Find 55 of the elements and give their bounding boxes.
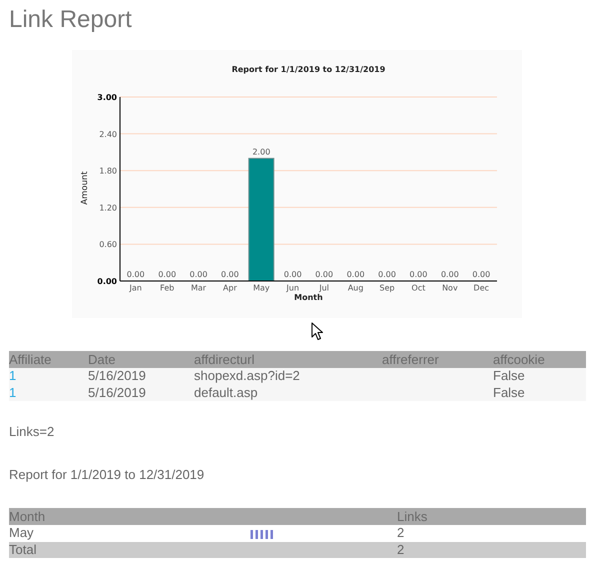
data-label: 0.00 (472, 270, 490, 279)
x-tick-label: Feb (160, 284, 174, 293)
text: Link Report (9, 6, 132, 33)
category-label: Date (88, 351, 116, 368)
x-axis-title: Month (294, 293, 323, 302)
text: shopexd.asp?id=2 (194, 368, 300, 383)
data-label: 0.00 (410, 270, 428, 279)
x-tick-label: Oct (412, 284, 426, 293)
x-tick-label: Nov (442, 284, 458, 293)
data-label: 0.00 (315, 270, 334, 279)
text: Report for 1/1/2019 to 12/31/2019 (9, 467, 204, 482)
y-tick-label: 3.00 (97, 93, 118, 102)
x-tick-label: May (253, 284, 270, 293)
data-label: 2.00 (252, 147, 270, 156)
data-label: 0.00 (158, 270, 176, 279)
text: May (9, 525, 34, 540)
data-label: 0.00 (190, 270, 208, 279)
text: False (493, 384, 525, 400)
y-axis-title: Amount (80, 171, 90, 205)
data-label: 0.00 (284, 270, 302, 279)
y-tick-label: 1.20 (99, 203, 117, 212)
text: Total (9, 542, 36, 556)
text: False (493, 368, 525, 383)
category-label: affdirecturl (194, 351, 254, 368)
x-tick-label: Jan (128, 284, 142, 293)
category-label: affcookie (493, 351, 545, 368)
text: 1 (9, 368, 16, 383)
text: 5/16/2019 (88, 384, 146, 400)
y-tick-label: 0.00 (97, 277, 118, 286)
data-label: 0.00 (126, 270, 145, 279)
data-label: 0.00 (221, 270, 239, 279)
category-label: Month (9, 508, 46, 525)
data-label: 0.00 (346, 270, 365, 279)
text: 5/16/2019 (88, 368, 146, 383)
x-tick-label: Sep (380, 284, 395, 293)
text: Links=2 (9, 424, 54, 439)
y-tick-label: 1.80 (99, 166, 117, 176)
category-label: Affiliate (9, 351, 52, 368)
x-tick-label: Jun (286, 284, 300, 293)
chart-title: Report for 1/1/2019 to 12/31/2019 (232, 65, 386, 74)
y-tick-label: 2.40 (99, 130, 117, 139)
text: 2 (397, 525, 404, 540)
category-label: affreferrer (382, 351, 439, 368)
text: default.asp (194, 384, 258, 400)
data-label: 0.00 (440, 270, 459, 279)
y-tick-label: 0.60 (99, 240, 117, 250)
data-label: 0.00 (378, 270, 396, 279)
text: 2 (397, 542, 404, 556)
x-tick-label: Dec (474, 284, 490, 293)
x-tick-label: Mar (190, 284, 207, 293)
category-label: Links (397, 508, 428, 525)
x-tick-label: Apr (223, 284, 238, 293)
x-tick-label: Aug (348, 284, 364, 293)
text: 1 (9, 384, 16, 400)
x-tick-label: Jul (318, 284, 330, 293)
